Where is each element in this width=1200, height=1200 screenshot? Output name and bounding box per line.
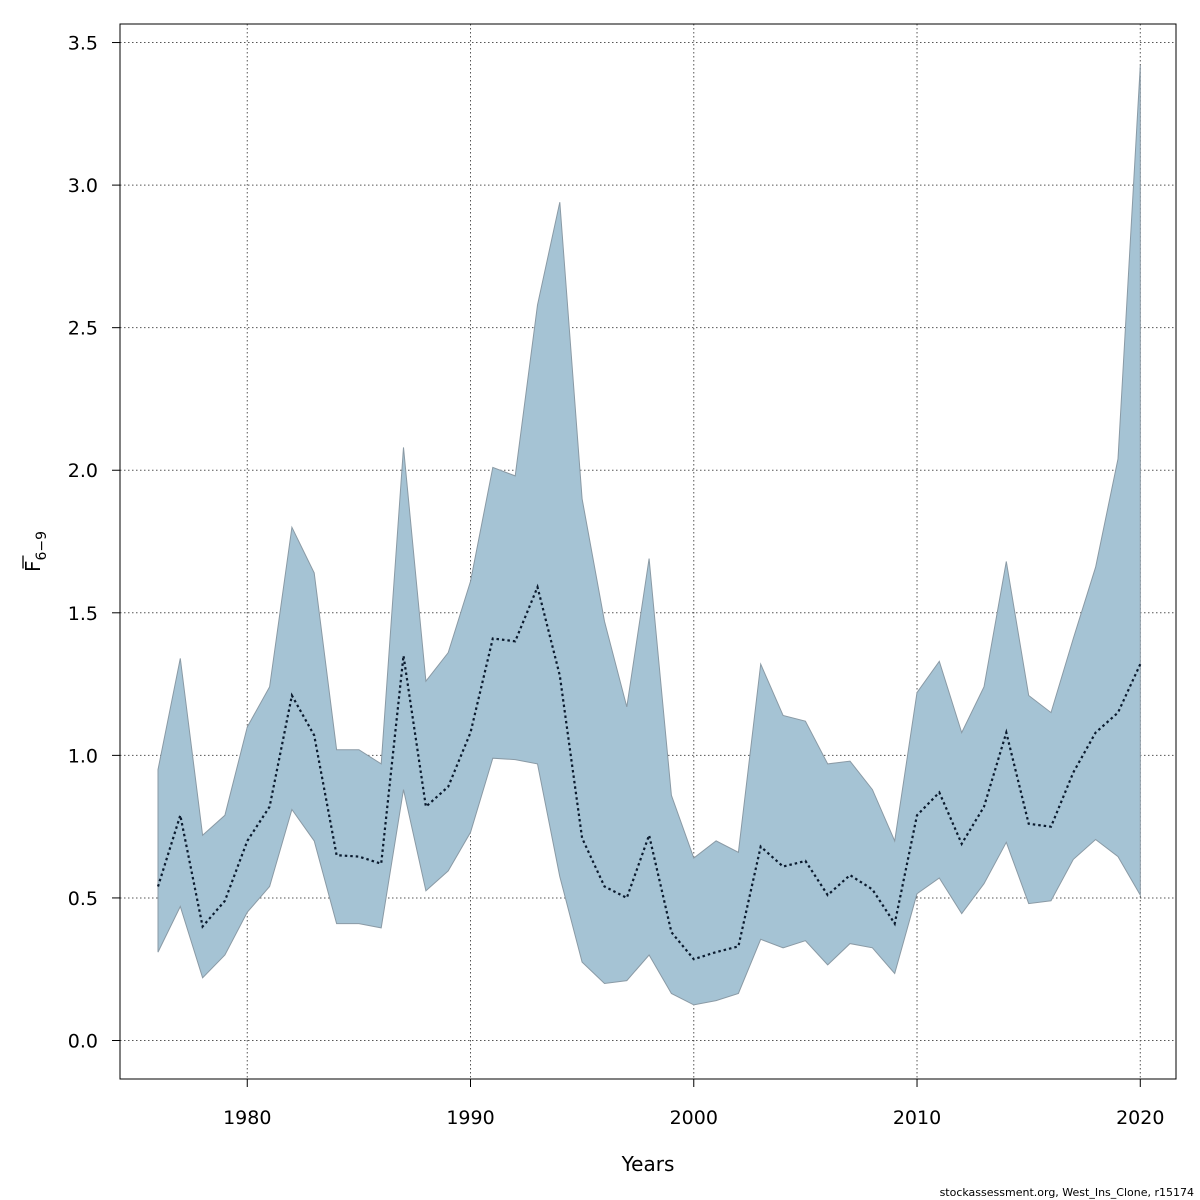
svg-text:F6−9: F6−9 [21,531,50,572]
y-tick-label: 0.5 [68,888,98,910]
x-tick-label: 2020 [1116,1107,1164,1129]
y-axis-title-main: F [21,561,45,573]
x-tick-label: 1980 [223,1107,271,1129]
y-tick-label: 1.5 [68,603,98,625]
x-axis-title: Years [621,1152,675,1176]
y-tick-label: 1.0 [68,745,98,767]
plot-frame [119,23,1177,1080]
y-tick-label: 3.5 [68,33,98,55]
x-axis: 1980 1990 2000 2010 2020 [223,1079,1164,1129]
y-axis-title: F6−9 [21,531,50,572]
y-tick-label: 0.0 [68,1031,98,1053]
x-tick-label: 2010 [893,1107,941,1129]
confidence-band [157,65,1141,1006]
y-tick-label: 3.0 [68,175,98,197]
y-axis: 0.0 0.5 1.0 1.5 2.0 2.5 3.0 3.5 [68,33,120,1053]
y-tick-label: 2.5 [68,318,98,340]
credit-text: stockassessment.org, West_Ins_Clone, r15… [940,1186,1194,1199]
y-tick-label: 2.0 [68,460,98,482]
y-axis-title-subscript: 6−9 [34,531,50,561]
x-tick-label: 2000 [670,1107,718,1129]
x-tick-label: 1990 [446,1107,494,1129]
